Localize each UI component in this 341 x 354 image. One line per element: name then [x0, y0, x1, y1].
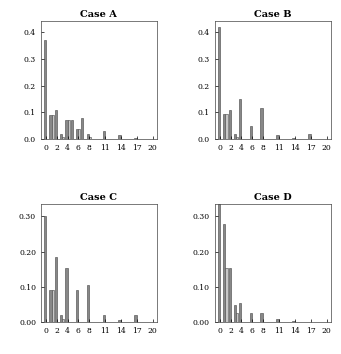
Bar: [223, 114, 225, 139]
Bar: [250, 126, 252, 139]
Bar: [55, 110, 57, 139]
Bar: [81, 118, 84, 139]
Bar: [228, 268, 231, 322]
Bar: [277, 319, 279, 322]
Title: Case D: Case D: [254, 193, 292, 202]
Bar: [292, 321, 295, 322]
Bar: [223, 223, 225, 322]
Bar: [55, 257, 57, 322]
Bar: [68, 120, 70, 139]
Bar: [87, 134, 89, 139]
Title: Case B: Case B: [254, 10, 292, 19]
Bar: [218, 204, 220, 322]
Bar: [44, 216, 46, 322]
Bar: [49, 115, 51, 139]
Bar: [261, 313, 263, 322]
Bar: [134, 138, 137, 139]
Bar: [76, 290, 78, 322]
Bar: [261, 108, 263, 139]
Bar: [44, 40, 46, 139]
Bar: [65, 120, 68, 139]
Bar: [250, 313, 252, 322]
Bar: [78, 129, 80, 139]
Bar: [103, 131, 105, 139]
Bar: [65, 268, 68, 322]
Bar: [236, 313, 238, 322]
Bar: [234, 304, 236, 322]
Bar: [76, 129, 78, 139]
Bar: [236, 137, 238, 139]
Bar: [239, 303, 241, 322]
Bar: [51, 290, 54, 322]
Bar: [118, 320, 121, 322]
Bar: [49, 290, 51, 322]
Bar: [134, 315, 137, 322]
Bar: [89, 137, 91, 139]
Bar: [225, 268, 228, 322]
Bar: [51, 115, 54, 139]
Bar: [71, 120, 73, 139]
Title: Case C: Case C: [80, 193, 117, 202]
Bar: [103, 315, 105, 322]
Bar: [228, 110, 231, 139]
Bar: [60, 315, 62, 322]
Bar: [277, 135, 279, 139]
Bar: [234, 134, 236, 139]
Title: Case A: Case A: [80, 10, 117, 19]
Bar: [292, 138, 295, 139]
Bar: [308, 134, 311, 139]
Bar: [225, 114, 228, 139]
Bar: [62, 319, 64, 322]
Bar: [60, 134, 62, 139]
Bar: [218, 27, 220, 139]
Bar: [118, 135, 121, 139]
Bar: [239, 99, 241, 139]
Bar: [62, 137, 64, 139]
Bar: [87, 285, 89, 322]
